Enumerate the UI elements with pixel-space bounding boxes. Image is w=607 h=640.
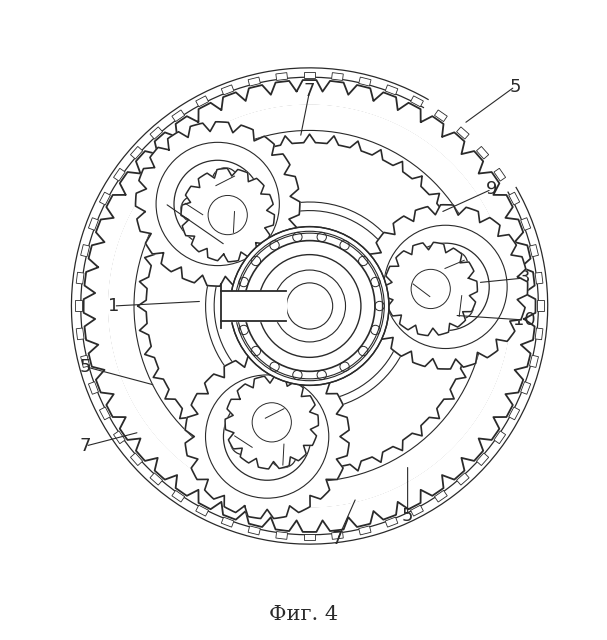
Circle shape [212, 168, 239, 194]
Polygon shape [150, 127, 163, 139]
Text: 7: 7 [80, 437, 91, 455]
Polygon shape [100, 192, 110, 205]
Polygon shape [185, 355, 349, 518]
Polygon shape [535, 272, 543, 284]
Polygon shape [89, 381, 98, 394]
Polygon shape [81, 244, 90, 257]
Polygon shape [359, 526, 371, 535]
Text: 5: 5 [80, 358, 91, 376]
Text: 5: 5 [509, 77, 521, 95]
Polygon shape [150, 473, 163, 485]
Polygon shape [410, 96, 423, 107]
Polygon shape [304, 534, 315, 540]
Polygon shape [196, 96, 209, 107]
Polygon shape [535, 328, 543, 340]
Polygon shape [410, 505, 423, 516]
Polygon shape [76, 272, 84, 284]
Polygon shape [521, 381, 531, 394]
Polygon shape [100, 407, 110, 420]
Polygon shape [172, 110, 185, 122]
Circle shape [409, 277, 435, 303]
Circle shape [270, 442, 296, 468]
Polygon shape [138, 134, 481, 478]
Text: 7: 7 [304, 82, 315, 100]
Circle shape [441, 252, 467, 278]
Polygon shape [435, 110, 447, 122]
Polygon shape [225, 376, 319, 469]
Circle shape [402, 243, 489, 331]
Circle shape [230, 227, 389, 385]
Polygon shape [172, 490, 185, 502]
Polygon shape [509, 192, 520, 205]
Polygon shape [385, 85, 398, 95]
Circle shape [181, 196, 207, 222]
Polygon shape [131, 147, 143, 159]
Polygon shape [114, 431, 125, 444]
Polygon shape [331, 532, 344, 540]
Text: 9: 9 [486, 180, 497, 198]
Polygon shape [276, 72, 288, 81]
Polygon shape [221, 291, 287, 321]
Circle shape [230, 429, 257, 454]
Polygon shape [84, 80, 535, 532]
Polygon shape [222, 85, 234, 95]
Polygon shape [248, 526, 260, 535]
Polygon shape [384, 243, 478, 335]
Polygon shape [135, 122, 300, 286]
Circle shape [447, 293, 473, 319]
Polygon shape [456, 127, 469, 139]
Circle shape [108, 104, 511, 508]
Text: 8: 8 [159, 195, 171, 212]
Text: 1: 1 [108, 297, 119, 315]
Polygon shape [529, 244, 538, 257]
Text: 7: 7 [332, 531, 344, 548]
Polygon shape [196, 505, 209, 516]
Polygon shape [521, 218, 531, 230]
Polygon shape [304, 72, 315, 78]
Polygon shape [529, 355, 538, 367]
Polygon shape [476, 453, 489, 465]
Circle shape [223, 393, 311, 480]
Polygon shape [181, 168, 274, 262]
Polygon shape [131, 453, 143, 465]
Text: Фиг. 4: Фиг. 4 [269, 605, 338, 623]
Polygon shape [76, 328, 84, 340]
Polygon shape [494, 431, 506, 444]
Polygon shape [537, 301, 544, 312]
Polygon shape [364, 205, 527, 369]
Polygon shape [276, 532, 288, 540]
Polygon shape [114, 168, 125, 181]
Polygon shape [89, 218, 98, 230]
Text: 5: 5 [402, 507, 413, 525]
Polygon shape [494, 168, 506, 181]
Polygon shape [476, 147, 489, 159]
Polygon shape [222, 517, 234, 527]
Text: 3: 3 [518, 269, 530, 287]
Circle shape [262, 401, 288, 426]
Polygon shape [331, 72, 344, 81]
Polygon shape [435, 490, 447, 502]
Polygon shape [509, 407, 520, 420]
Text: 10: 10 [513, 311, 535, 329]
Polygon shape [359, 77, 371, 86]
Polygon shape [456, 473, 469, 485]
Polygon shape [248, 77, 260, 86]
Circle shape [174, 160, 262, 248]
Polygon shape [75, 301, 82, 312]
Polygon shape [385, 517, 398, 527]
Circle shape [221, 209, 247, 235]
Polygon shape [81, 355, 90, 367]
